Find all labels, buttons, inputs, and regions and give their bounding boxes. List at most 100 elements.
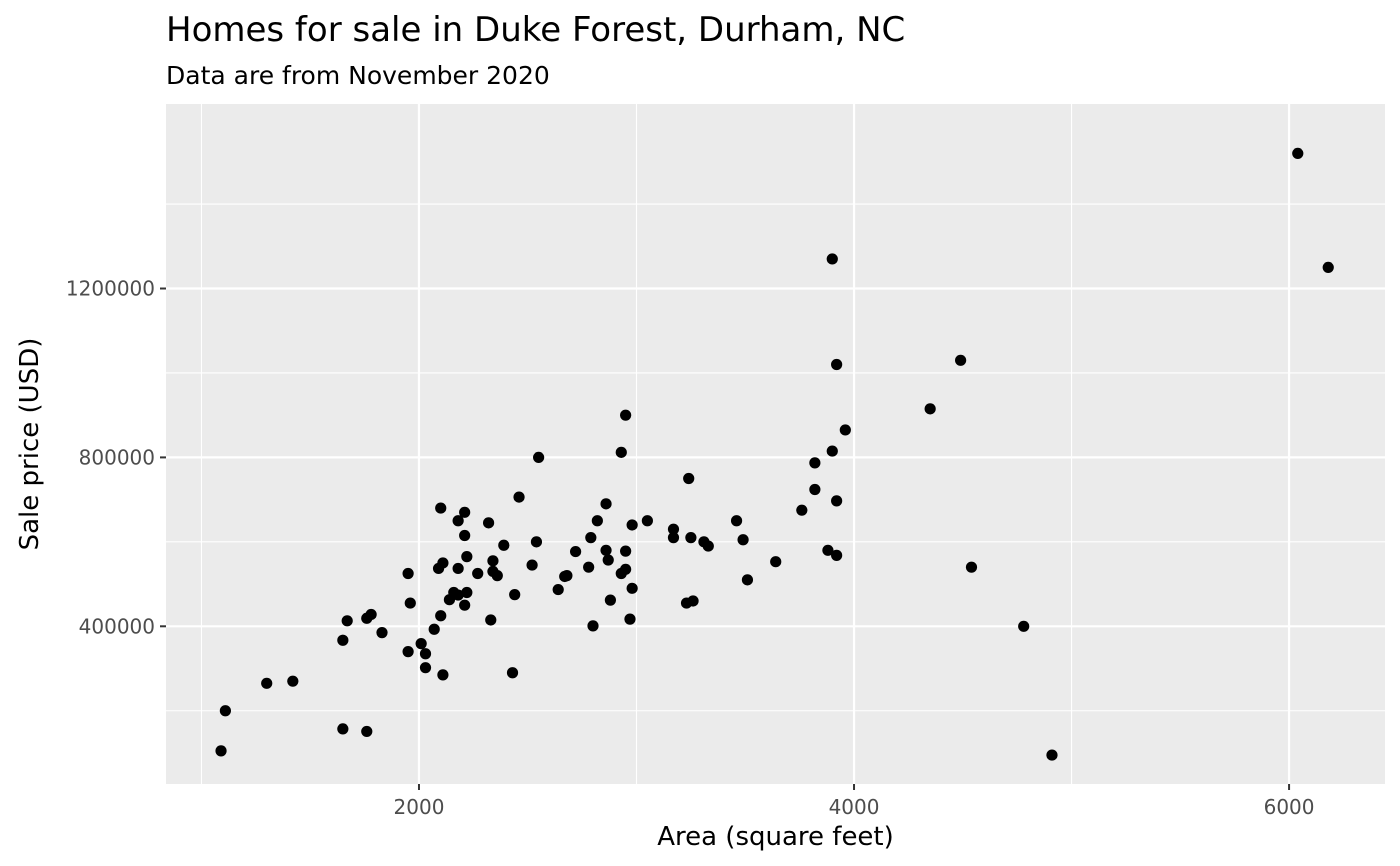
data-point	[809, 457, 821, 469]
data-point	[641, 515, 653, 527]
data-point	[626, 582, 638, 594]
data-point	[600, 498, 612, 510]
data-point	[428, 623, 440, 635]
data-point	[485, 614, 497, 626]
data-point	[361, 612, 373, 624]
data-point	[826, 445, 838, 457]
x-tick-label: 4000	[829, 795, 880, 819]
data-point	[683, 472, 695, 485]
data-point	[459, 529, 471, 542]
data-point	[361, 725, 373, 738]
data-point	[219, 705, 231, 717]
data-point	[376, 627, 388, 639]
y-tick-label: 800000	[79, 445, 155, 469]
data-point	[526, 559, 538, 571]
chart-subtitle: Data are from November 2020	[166, 61, 550, 90]
data-point	[667, 523, 680, 535]
y-axis: 400000 800000 1200000	[66, 277, 166, 638]
data-point	[337, 723, 349, 735]
data-point	[685, 532, 697, 544]
data-point	[435, 610, 447, 622]
data-point	[452, 515, 464, 527]
data-point	[506, 667, 519, 679]
data-point	[491, 570, 503, 582]
data-point	[602, 554, 614, 566]
data-point	[432, 562, 445, 575]
data-point	[482, 517, 495, 529]
data-point	[402, 567, 414, 580]
data-point	[831, 495, 843, 507]
data-point	[615, 446, 627, 458]
data-point	[452, 562, 464, 575]
data-point	[559, 570, 571, 583]
data-point	[404, 597, 416, 609]
data-point	[583, 561, 595, 573]
data-point	[730, 515, 743, 527]
major-gridlines	[166, 104, 1385, 784]
data-point	[498, 539, 510, 551]
data-point	[1018, 620, 1030, 632]
data-point	[822, 544, 834, 556]
data-point	[604, 594, 616, 606]
x-tick-label: 2000	[394, 795, 445, 819]
data-point	[1046, 749, 1058, 761]
data-point	[472, 567, 484, 580]
data-point	[831, 549, 843, 561]
data-point	[437, 669, 449, 681]
data-point	[452, 589, 464, 601]
data-point	[552, 583, 564, 596]
data-point	[569, 545, 582, 558]
data-point	[341, 615, 353, 627]
minor-gridlines	[166, 104, 1385, 784]
x-axis-title: Area (square feet)	[657, 822, 894, 852]
data-point	[419, 662, 432, 674]
data-point	[1322, 261, 1334, 274]
data-point	[443, 594, 456, 606]
data-point	[415, 638, 427, 650]
data-point	[615, 567, 627, 580]
data-point	[215, 745, 227, 757]
data-point	[533, 451, 545, 464]
data-point	[624, 613, 636, 625]
data-point	[1292, 147, 1304, 160]
data-point	[435, 502, 447, 514]
data-points	[215, 147, 1334, 761]
data-point	[419, 648, 432, 660]
data-point	[600, 544, 612, 556]
data-point	[770, 556, 782, 568]
data-point	[459, 506, 471, 518]
y-tick-label: 400000	[79, 614, 155, 638]
data-point	[796, 504, 808, 516]
data-point	[487, 555, 499, 567]
data-point	[620, 545, 632, 557]
data-point	[667, 532, 680, 544]
data-point	[924, 403, 936, 415]
data-point	[509, 589, 521, 601]
data-point	[702, 540, 714, 552]
data-point	[261, 677, 273, 689]
data-point	[831, 358, 843, 371]
data-point	[687, 595, 699, 607]
data-point	[626, 519, 638, 531]
chart-title: Homes for sale in Duke Forest, Durham, N…	[166, 10, 905, 50]
data-point	[530, 536, 543, 548]
data-point	[741, 574, 754, 586]
data-point	[955, 354, 967, 366]
data-point	[287, 675, 299, 687]
x-tick-label: 6000	[1264, 795, 1315, 819]
data-point	[459, 599, 471, 611]
data-point	[337, 634, 349, 646]
data-point	[965, 561, 978, 573]
data-point	[839, 424, 851, 436]
data-point	[585, 532, 597, 544]
plot-panel	[166, 104, 1385, 784]
data-point	[826, 253, 838, 265]
data-point	[620, 409, 632, 421]
data-point	[737, 534, 749, 546]
data-point	[513, 491, 525, 503]
x-axis: 2000 4000 6000	[394, 784, 1315, 819]
data-point	[587, 620, 599, 632]
data-point	[461, 586, 473, 599]
y-axis-title: Sale price (USD)	[15, 338, 45, 551]
